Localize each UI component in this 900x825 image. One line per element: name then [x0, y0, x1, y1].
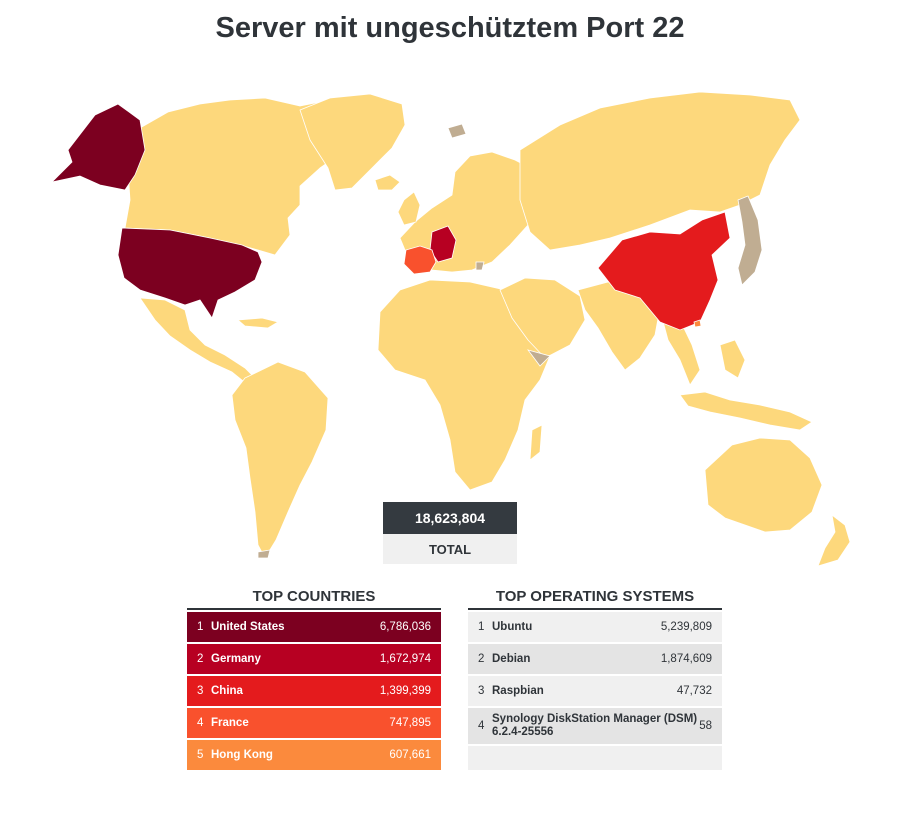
os-value: 47,732 [676, 685, 712, 697]
map-region-greenland [299, 93, 406, 191]
map-region-united-states [117, 227, 263, 319]
os-name: Raspbian [492, 684, 544, 697]
map-region-russia [519, 91, 801, 251]
map-region-france [403, 245, 437, 275]
os-value: 5,239,809 [660, 621, 712, 633]
map-region-balkans-small [475, 261, 485, 271]
top-os-filler [468, 746, 722, 770]
country-value: 1,399,399 [379, 685, 431, 697]
total-label: TOTAL [383, 534, 517, 564]
country-rank: 3 [197, 685, 204, 697]
map-region-horn-of-africa [526, 349, 551, 367]
top-os-panel: TOP OPERATING SYSTEMS 1 Ubuntu 5,239,809 2 D… [468, 586, 722, 770]
map-region-japan [737, 195, 763, 286]
country-row: 2 Germany 1,672,974 [187, 644, 441, 674]
map-region-africa [377, 279, 551, 491]
country-name: China [211, 684, 243, 697]
top-os-title: TOP OPERATING SYSTEMS [468, 586, 722, 610]
country-value: 747,895 [389, 717, 431, 729]
os-value: 1,874,609 [660, 653, 712, 665]
country-row: 4 France 747,895 [187, 708, 441, 738]
top-countries-list: 1 United States 6,786,036 2 Germany 1,672,974… [187, 612, 441, 770]
country-row: 3 China 1,399,399 [187, 676, 441, 706]
country-name: Hong Kong [211, 748, 273, 761]
world-map [50, 91, 851, 567]
os-row: 4 Synology DiskStation Manager (DSM) 6.2.… [468, 708, 722, 744]
top-countries-title: TOP COUNTRIES [187, 586, 441, 610]
country-name: United States [211, 620, 285, 633]
os-name: Synology DiskStation Manager (DSM) 6.2.4… [492, 713, 698, 738]
country-name: Germany [211, 652, 261, 665]
map-region-central-america [139, 297, 256, 386]
os-value: 58 [699, 720, 712, 732]
os-row: 3 Raspbian 47,732 [468, 676, 722, 706]
map-region-svalbard [447, 123, 467, 139]
country-rank: 2 [197, 653, 204, 665]
map-region-caribbean [237, 317, 279, 329]
map-region-iceland [374, 174, 401, 191]
country-value: 6,786,036 [379, 621, 431, 633]
map-region-hong-kong [693, 319, 702, 328]
os-rank: 2 [478, 653, 485, 665]
map-region-new-zealand [817, 514, 851, 567]
map-region-middle-east [499, 277, 586, 359]
map-region-alaska [50, 103, 146, 191]
country-name: France [211, 716, 249, 729]
os-name: Debian [492, 652, 531, 665]
os-rank: 1 [478, 621, 485, 633]
map-region-uk [397, 191, 421, 226]
map-region-china [597, 211, 731, 331]
os-rank: 3 [478, 685, 485, 697]
os-row: 1 Ubuntu 5,239,809 [468, 612, 722, 642]
country-value: 1,672,974 [379, 653, 431, 665]
map-region-philippines [719, 339, 746, 379]
country-row: 1 United States 6,786,036 [187, 612, 441, 642]
os-rank: 4 [478, 720, 485, 732]
total-value: 18,623,804 [383, 502, 517, 534]
country-row: 5 Hong Kong 607,661 [187, 740, 441, 770]
map-region-indonesia [679, 391, 813, 431]
page-title: Server mit ungeschütztem Port 22 [215, 12, 685, 44]
country-rank: 5 [197, 749, 204, 761]
top-os-list: 1 Ubuntu 5,239,809 2 Debian 1,874,609 3 Raspbia… [468, 612, 722, 744]
country-rank: 1 [197, 621, 204, 633]
map-region-south-america [231, 361, 329, 559]
os-name: Ubuntu [492, 620, 533, 633]
os-row: 2 Debian 1,874,609 [468, 644, 722, 674]
top-countries-panel: TOP COUNTRIES 1 United States 6,786,036 2 Ge… [187, 586, 441, 772]
map-region-patagonia-tip [257, 549, 271, 559]
map-region-australia [704, 437, 823, 533]
country-rank: 4 [197, 717, 204, 729]
country-value: 607,661 [389, 749, 431, 761]
map-region-madagascar [529, 424, 543, 461]
